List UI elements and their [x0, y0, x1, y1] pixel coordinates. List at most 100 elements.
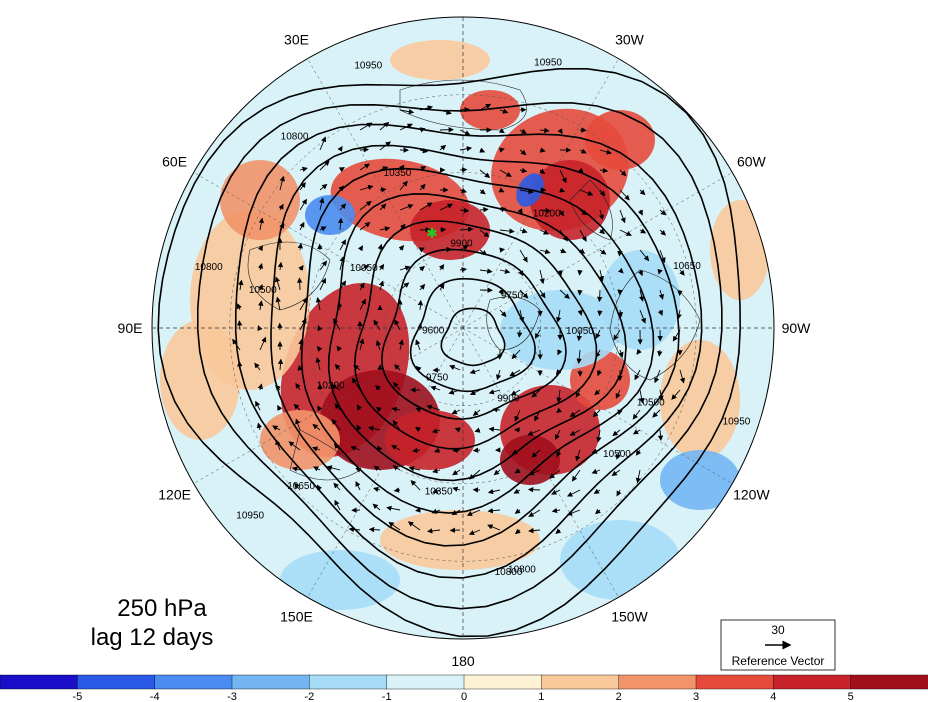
- wind-vector: [256, 422, 263, 431]
- wind-vector: [619, 209, 626, 224]
- wind-vector: [612, 429, 621, 437]
- wind-vector: [451, 509, 461, 516]
- contour-label: 10500: [637, 398, 665, 409]
- wind-vector: [559, 187, 566, 193]
- wind-vector: [531, 389, 541, 398]
- wind-vector: [339, 239, 346, 251]
- wind-vector: [316, 484, 322, 491]
- wind-vector: [452, 447, 461, 453]
- wind-vector: [430, 385, 441, 391]
- wind-vector: [257, 383, 263, 391]
- wind-vector: [254, 362, 261, 371]
- wind-vector: [672, 329, 681, 342]
- wind-vector: [534, 329, 541, 339]
- wind-vector: [359, 184, 374, 191]
- wind-vector: [255, 400, 261, 411]
- contour-label: 10950: [534, 58, 562, 69]
- wind-vector: [379, 203, 387, 211]
- contour-label: 9900: [450, 238, 473, 249]
- wind-vector: [528, 527, 541, 534]
- level-label: 250 hPa: [117, 595, 207, 622]
- wind-vector: [472, 447, 481, 453]
- wind-vector: [277, 404, 283, 411]
- wind-vector: [492, 407, 501, 413]
- wind-vector: [539, 168, 546, 175]
- wind-vector: [579, 248, 586, 254]
- longitude-label: 120E: [158, 487, 191, 503]
- wind-vector: [659, 249, 666, 264]
- wind-vector: [238, 279, 244, 291]
- wind-vector: [618, 349, 624, 358]
- wind-vector: [356, 404, 362, 411]
- height-contour: [440, 307, 506, 367]
- wind-vector: [487, 524, 501, 531]
- colorbar-tick-label: 4: [770, 691, 776, 702]
- wind-vector: [579, 148, 587, 154]
- wind-vector: [415, 365, 422, 372]
- wind-vector: [415, 507, 421, 513]
- colorbar-swatch: [77, 674, 156, 690]
- wind-vector: [469, 369, 481, 375]
- wind-vector: [549, 469, 561, 479]
- wind-vector: [339, 256, 345, 271]
- wind-vector: [319, 277, 326, 291]
- anomaly-region: [560, 520, 680, 600]
- wind-vector: [555, 528, 562, 534]
- wind-vector: [391, 445, 401, 451]
- wind-vector: [479, 268, 493, 274]
- colorbar: [0, 674, 928, 690]
- wind-vector: [317, 405, 323, 412]
- longitude-label: 30E: [284, 32, 309, 48]
- wind-vector: [519, 128, 527, 134]
- anomaly-region: [660, 450, 740, 510]
- anomaly-region: [385, 410, 475, 470]
- colorbar-tick-label: 0: [461, 691, 467, 702]
- wind-vector: [339, 280, 346, 291]
- wind-vector: [519, 309, 525, 323]
- coastline: [247, 241, 331, 311]
- colorbar-swatch: [463, 674, 543, 690]
- wind-vector: [519, 228, 528, 234]
- wind-vector: [398, 164, 405, 171]
- contour-label: 10350: [425, 487, 453, 498]
- contour-labels: 10950 10800 10650 10500 10350 10200 10050 9900 9…: [195, 58, 751, 578]
- wind-vector: [359, 147, 369, 153]
- longitude-label: 150W: [611, 608, 648, 624]
- wind-vector: [579, 229, 587, 242]
- meridian: [307, 327, 464, 598]
- longitude-label: 60E: [162, 154, 187, 170]
- wind-vector: [357, 245, 364, 252]
- wind-vector: [350, 445, 361, 451]
- wind-vector: [479, 188, 486, 195]
- colorbar-swatch: [154, 674, 233, 690]
- anomaly-region: [410, 200, 490, 260]
- wind-vector: [274, 276, 281, 291]
- colorbar-swatch: [386, 674, 465, 690]
- wind-vector: [394, 364, 401, 371]
- wind-vector: [499, 228, 515, 234]
- wind-vector: [514, 508, 521, 514]
- wind-vector: [459, 188, 468, 194]
- wind-vector: [539, 269, 545, 285]
- wind-vector: [449, 527, 461, 533]
- wind-vector: [597, 369, 603, 377]
- wind-vector: [337, 145, 343, 152]
- wind-vector: [373, 486, 381, 493]
- wind-vector: [448, 389, 461, 395]
- anomaly-region: [710, 200, 770, 300]
- wind-vector: [319, 183, 328, 191]
- contour-label: 10800: [495, 567, 523, 578]
- wind-vector: [619, 169, 627, 177]
- wind-vector: [355, 467, 362, 473]
- wind-vector: [591, 468, 601, 474]
- wind-vector: [499, 108, 509, 114]
- wind-vector: [288, 441, 301, 451]
- wind-vector: [571, 469, 581, 482]
- wind-vector: [617, 267, 624, 274]
- wind-vector: [351, 377, 361, 391]
- wind-vector: [557, 269, 563, 277]
- wind-vector: [319, 197, 325, 211]
- colorbar-swatch: [773, 674, 852, 690]
- wind-vector: [472, 409, 481, 416]
- wind-vector: [299, 297, 308, 311]
